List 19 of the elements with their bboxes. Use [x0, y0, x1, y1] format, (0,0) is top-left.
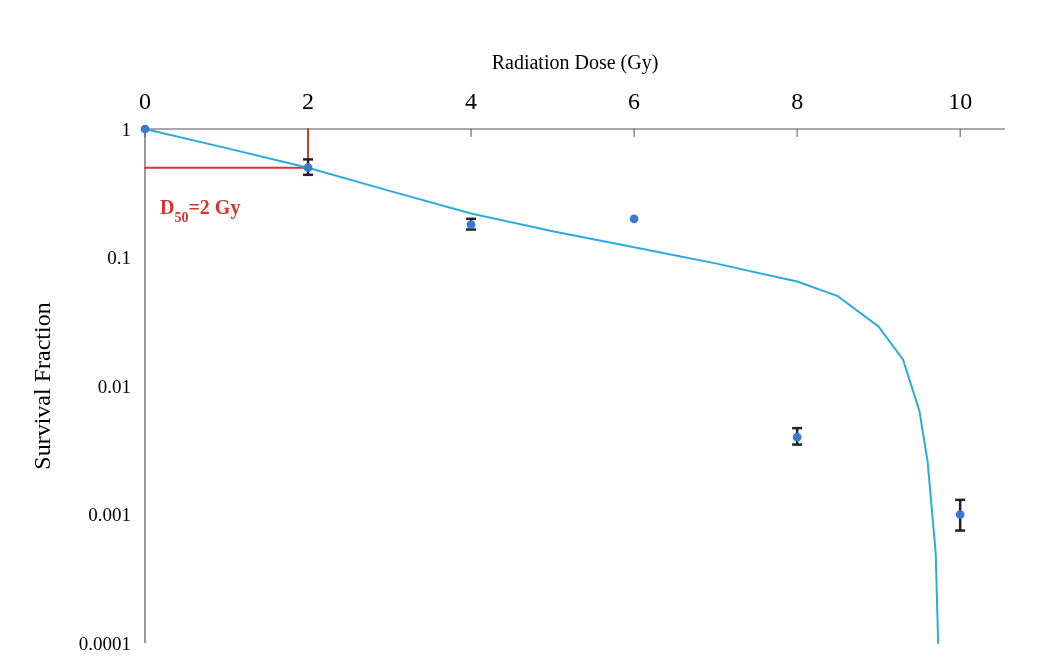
x-tick-label: 4: [465, 88, 478, 114]
y-tick-label: 0.001: [88, 504, 131, 526]
y-tick-label: 0.0001: [78, 632, 131, 654]
y-axis-title: Survival Fraction: [29, 302, 55, 470]
point: [303, 163, 313, 173]
x-axis-title: Radiation Dose (Gy): [491, 51, 659, 74]
point: [955, 510, 965, 519]
y-tick-label: 0.01: [97, 375, 131, 397]
x-tick-label: 8: [791, 88, 804, 114]
x-tick-label: 2: [302, 88, 315, 114]
x-tick-label: 6: [628, 88, 641, 114]
x-tick-label: 0: [139, 88, 151, 114]
y-tick-label: 1: [121, 118, 131, 140]
point: [792, 432, 802, 442]
annotation: D$_{50}$=2 Gy: [160, 196, 241, 225]
point: [629, 214, 639, 224]
y-tick-label: 0.1: [107, 247, 131, 269]
x-tick-label: 10: [948, 88, 973, 114]
point: [140, 124, 150, 134]
